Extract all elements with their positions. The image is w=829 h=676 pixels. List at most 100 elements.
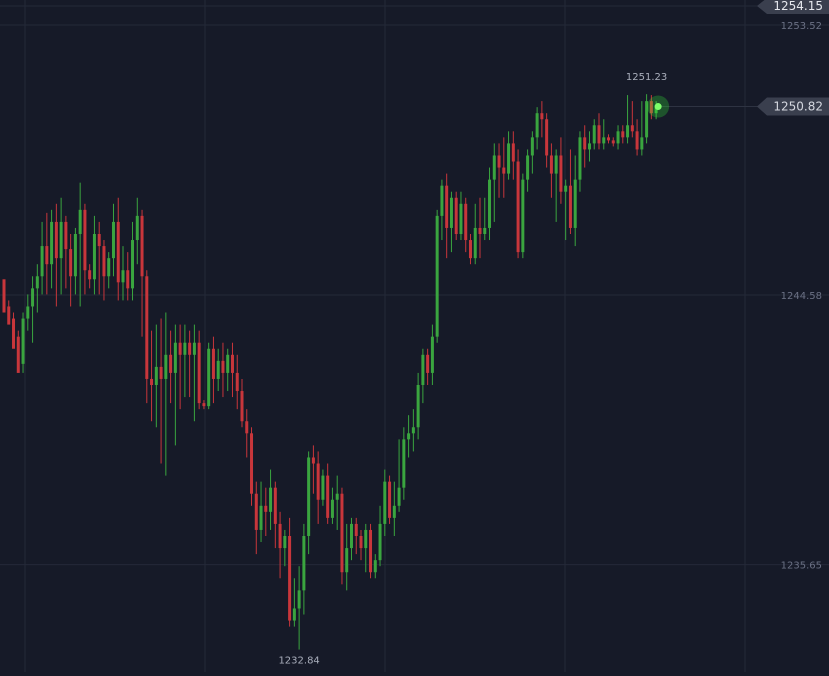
- candle: [54, 203, 58, 307]
- candle: [373, 554, 377, 579]
- candle-body: [359, 535, 363, 549]
- candle-body: [468, 240, 472, 259]
- candle-body: [464, 203, 468, 241]
- candle: [349, 517, 353, 561]
- candle-body: [369, 529, 373, 573]
- current-price-marker[interactable]: 1250.82: [656, 97, 829, 116]
- candle: [50, 209, 54, 289]
- candle-body: [559, 155, 563, 192]
- candle-body: [535, 113, 539, 138]
- candle: [597, 113, 601, 150]
- candle: [88, 264, 92, 289]
- candle-body: [121, 270, 125, 283]
- candle: [78, 182, 82, 307]
- candle: [492, 143, 496, 222]
- candle: [230, 342, 234, 398]
- candle-body: [2, 279, 6, 313]
- candle-body: [159, 366, 163, 379]
- candle-body: [21, 318, 25, 364]
- candle-body: [216, 360, 220, 379]
- candle-body: [345, 548, 349, 573]
- candle-body: [326, 475, 330, 518]
- candle-body: [349, 523, 353, 549]
- candle: [297, 566, 301, 650]
- candle-body: [12, 318, 16, 349]
- candle: [335, 475, 339, 530]
- candle: [545, 113, 549, 168]
- candle: [226, 348, 230, 392]
- candle-body: [654, 106, 658, 114]
- candle-body: [635, 131, 639, 150]
- candle: [540, 101, 544, 138]
- candle-body: [278, 523, 282, 549]
- candle-body: [602, 137, 606, 144]
- candle: [535, 107, 539, 150]
- candle-body: [250, 433, 254, 494]
- candle-body: [111, 221, 115, 259]
- candle: [483, 197, 487, 241]
- candle: [568, 149, 572, 234]
- candle: [526, 149, 530, 192]
- candle: [507, 131, 511, 180]
- candle-body: [107, 258, 111, 277]
- candle: [102, 240, 106, 301]
- candle-body: [116, 221, 120, 283]
- candle-body: [297, 590, 301, 609]
- candle: [421, 348, 425, 404]
- candle-body: [40, 246, 44, 277]
- candle-body: [235, 372, 239, 392]
- candle: [340, 487, 344, 585]
- candle-body: [516, 161, 520, 253]
- candle: [116, 197, 120, 301]
- candle-body: [554, 155, 558, 174]
- low-price-label: 1232.84: [278, 656, 319, 667]
- candle: [235, 354, 239, 410]
- top-price-marker[interactable]: 1254.15: [757, 0, 829, 14]
- candle: [564, 179, 568, 241]
- candle-body: [45, 246, 49, 265]
- candle-body: [545, 119, 549, 156]
- candle-body: [483, 227, 487, 234]
- candle-body: [202, 403, 206, 407]
- candle: [26, 294, 30, 331]
- candle-body: [416, 384, 420, 428]
- candle: [649, 95, 653, 120]
- candle-body: [54, 221, 58, 259]
- candle: [549, 143, 553, 198]
- candle: [278, 511, 282, 579]
- candle-body: [492, 155, 496, 180]
- candle-body: [521, 179, 525, 253]
- candle-body: [240, 391, 244, 422]
- candle: [449, 191, 453, 253]
- candle: [7, 300, 11, 325]
- candle-body: [269, 487, 273, 512]
- candle: [602, 119, 606, 150]
- candle: [630, 101, 634, 138]
- candle: [245, 409, 249, 458]
- candle-body: [259, 505, 263, 530]
- candle-body: [197, 342, 201, 404]
- candle-body: [564, 185, 568, 192]
- candle-body: [430, 336, 434, 373]
- candle: [254, 481, 258, 555]
- candle-body: [340, 493, 344, 573]
- candle: [126, 252, 130, 301]
- candle-body: [335, 493, 339, 500]
- candle: [521, 173, 525, 259]
- candle: [59, 197, 63, 295]
- candle: [411, 409, 415, 452]
- candle: [468, 233, 472, 265]
- candle-body: [397, 487, 401, 506]
- candle-body: [473, 227, 477, 259]
- candle: [388, 475, 392, 524]
- candle-body: [445, 185, 449, 228]
- candle: [454, 191, 458, 241]
- candle-body: [402, 439, 406, 488]
- candle-body: [92, 233, 96, 280]
- candle-body: [392, 505, 396, 518]
- candle: [69, 233, 73, 307]
- candle-body: [354, 523, 358, 536]
